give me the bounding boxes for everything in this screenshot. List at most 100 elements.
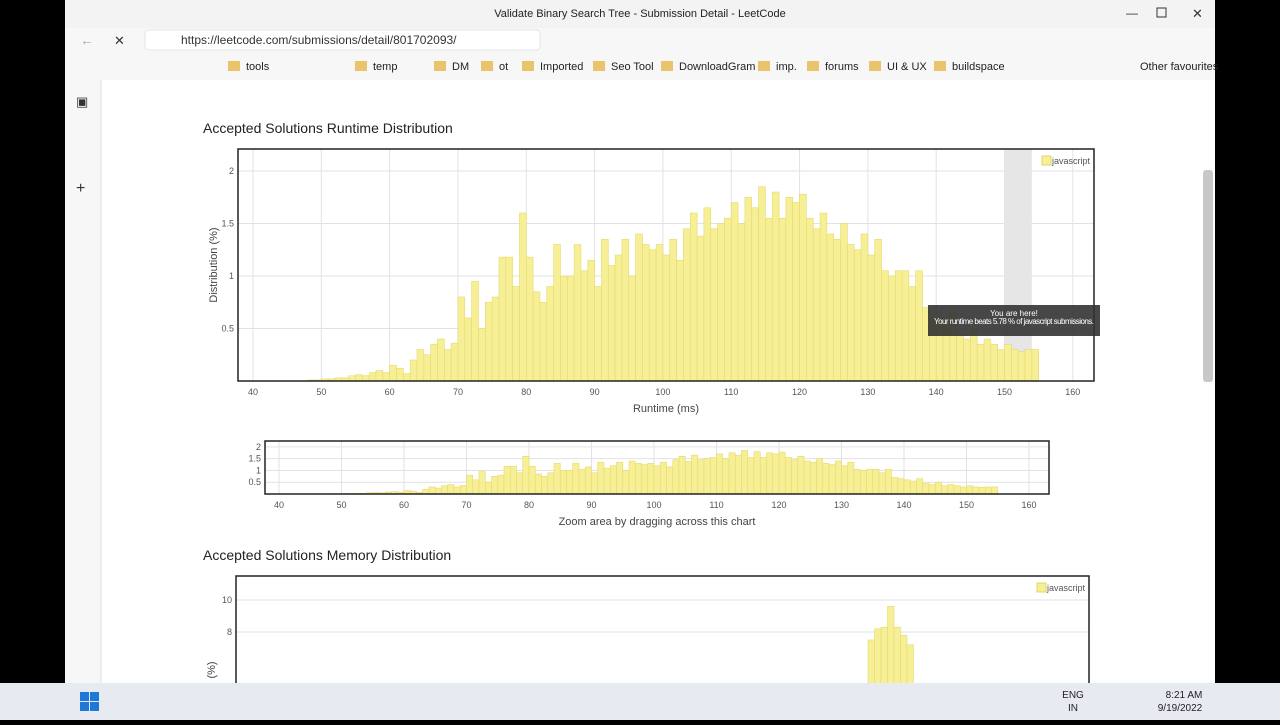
bar xyxy=(519,213,526,381)
bookmark[interactable]: Seo Tool xyxy=(611,61,654,73)
sidebar xyxy=(65,80,101,683)
x-tick-label: 70 xyxy=(461,500,471,510)
bar xyxy=(517,473,523,494)
bar xyxy=(779,218,786,381)
bar xyxy=(731,203,738,381)
x-tick-label: 110 xyxy=(709,500,723,510)
bar xyxy=(892,478,898,494)
bar xyxy=(977,344,984,381)
bar xyxy=(786,197,793,381)
bar xyxy=(498,475,504,494)
bar xyxy=(904,480,910,494)
bar xyxy=(804,461,810,494)
bar xyxy=(454,487,460,494)
bookmark-icon[interactable] xyxy=(758,61,770,71)
bookmark-icon[interactable] xyxy=(807,61,819,71)
bar xyxy=(390,365,397,381)
bar xyxy=(560,470,566,494)
bar xyxy=(964,339,971,381)
bookmark-icon[interactable] xyxy=(434,61,446,71)
bookmark-icon[interactable] xyxy=(522,61,534,71)
new-tab[interactable]: + xyxy=(76,180,85,197)
bar xyxy=(967,486,973,494)
bar xyxy=(806,218,813,381)
bar xyxy=(579,469,585,494)
bookmark[interactable]: DownloadGram xyxy=(679,61,755,73)
bar xyxy=(685,461,691,494)
bookmark[interactable]: temp xyxy=(373,61,397,73)
url[interactable]: https://leetcode.com/submissions/detail/… xyxy=(181,33,457,47)
scrollbar[interactable] xyxy=(1203,170,1213,382)
bar xyxy=(1018,352,1025,381)
bar xyxy=(909,287,916,381)
y-tick-label: 1 xyxy=(229,271,234,281)
bookmark-icon[interactable] xyxy=(228,61,240,71)
bar xyxy=(848,462,854,494)
start[interactable] xyxy=(80,702,89,711)
x-tick-label: 140 xyxy=(896,500,911,510)
bar xyxy=(623,470,629,494)
bar xyxy=(895,271,902,381)
bar xyxy=(548,473,554,494)
chart-title: Accepted Solutions Memory Distribution xyxy=(203,547,451,563)
bookmark-icon[interactable] xyxy=(355,61,367,71)
lang[interactable]: ENG xyxy=(1062,690,1084,701)
minimize[interactable]: — xyxy=(1126,6,1138,20)
bar xyxy=(472,281,479,381)
bookmark-icon[interactable] xyxy=(593,61,605,71)
bookmark-icon[interactable] xyxy=(481,61,493,71)
bar xyxy=(860,470,866,494)
start[interactable] xyxy=(90,692,99,701)
close[interactable]: ✕ xyxy=(1192,6,1203,21)
x-tick-label: 90 xyxy=(590,387,600,397)
bar xyxy=(724,218,731,381)
bar xyxy=(442,486,448,494)
bar xyxy=(598,462,604,494)
clock-date[interactable]: 9/19/2022 xyxy=(1158,703,1203,714)
bookmark[interactable]: UI & UX xyxy=(887,61,927,73)
bar xyxy=(504,466,510,494)
bookmark-icon[interactable] xyxy=(869,61,881,71)
bar xyxy=(916,271,923,381)
bar xyxy=(867,469,873,494)
tab-title: Validate Binary Search Tree - Submission… xyxy=(494,8,785,20)
bookmark[interactable]: forums xyxy=(825,61,859,73)
bar xyxy=(827,234,834,381)
bookmark[interactable]: DM xyxy=(452,61,469,73)
bookmark[interactable]: imp. xyxy=(776,61,797,73)
bookmark[interactable]: ot xyxy=(499,61,508,73)
other-favourites[interactable]: Other favourites xyxy=(1140,61,1219,73)
stop[interactable]: ✕ xyxy=(114,33,125,48)
clock-time[interactable]: 8:21 AM xyxy=(1166,690,1203,701)
bar xyxy=(467,475,473,494)
bookmark-icon[interactable] xyxy=(934,61,946,71)
bar xyxy=(535,474,541,494)
bar xyxy=(1005,344,1012,381)
bar xyxy=(554,463,560,494)
bar xyxy=(992,487,998,494)
start[interactable] xyxy=(90,702,99,711)
bookmark-icon[interactable] xyxy=(661,61,673,71)
bar xyxy=(356,375,363,381)
bookmark[interactable]: tools xyxy=(246,61,270,73)
bar xyxy=(458,297,465,381)
y-tick-label: 2 xyxy=(256,442,261,452)
y-tick-label: 2 xyxy=(229,166,234,176)
start[interactable] xyxy=(80,692,89,701)
region[interactable]: IN xyxy=(1068,703,1078,714)
bar xyxy=(779,452,785,494)
bar xyxy=(479,472,485,494)
bar xyxy=(970,329,977,381)
bar xyxy=(735,455,741,494)
x-tick-label: 80 xyxy=(521,387,531,397)
x-tick-label: 60 xyxy=(385,387,395,397)
tabs-icon[interactable]: ▣ xyxy=(76,94,88,109)
bar xyxy=(369,373,376,381)
bookmark[interactable]: buildspace xyxy=(952,61,1005,73)
bar xyxy=(608,266,615,381)
bar xyxy=(985,487,991,494)
back[interactable]: ← xyxy=(80,32,94,48)
bookmark[interactable]: Imported xyxy=(540,61,583,73)
